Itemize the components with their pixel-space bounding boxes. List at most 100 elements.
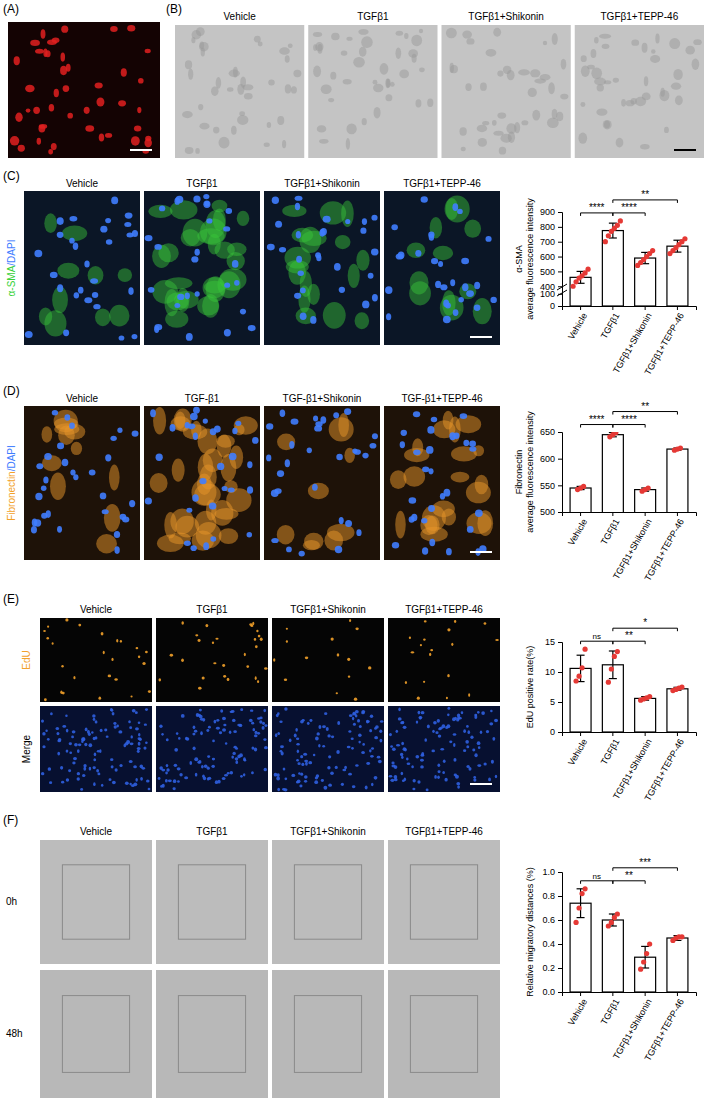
cell — [181, 659, 184, 662]
cell — [460, 413, 468, 419]
x-tick-mark — [645, 992, 646, 996]
cell — [140, 777, 143, 781]
y-tick: 400 — [540, 282, 562, 292]
cell — [106, 239, 113, 245]
cell — [452, 717, 456, 721]
cell — [315, 252, 321, 258]
cell — [580, 102, 585, 107]
cell — [359, 47, 367, 57]
cell — [307, 447, 312, 453]
cell — [354, 697, 357, 700]
x-tick: TGFβ1 — [599, 512, 622, 547]
cell — [193, 407, 200, 414]
x-tick: TGFβ1 — [599, 306, 622, 341]
bar — [667, 246, 688, 306]
cell — [493, 131, 503, 136]
cell — [313, 754, 316, 757]
cell — [346, 123, 356, 134]
data-point — [618, 218, 623, 223]
cell — [89, 743, 93, 747]
cell — [161, 769, 165, 772]
cell — [299, 784, 302, 787]
x-tick: TGFβ1+TEPP-46 — [642, 306, 686, 377]
cell — [189, 761, 192, 765]
cell — [271, 538, 279, 543]
y-tick-mark — [558, 459, 562, 460]
chart: 0100400500600700800900VehicleTGFβ1TGFβ1+… — [514, 189, 697, 377]
cell — [280, 410, 286, 418]
cell — [398, 717, 402, 720]
cell — [84, 743, 87, 747]
data-point — [570, 284, 575, 289]
cell — [98, 696, 101, 699]
cell — [120, 640, 122, 643]
y-tick-label: 0.6 — [542, 915, 555, 925]
cell — [405, 681, 407, 684]
cell — [482, 121, 489, 125]
error-bar — [577, 655, 585, 681]
y-tick-mark — [558, 872, 562, 873]
cell — [200, 41, 204, 49]
y-tick-mark — [558, 732, 562, 733]
cell — [232, 260, 239, 268]
cell — [56, 727, 60, 730]
cell — [540, 74, 551, 81]
cell — [315, 737, 319, 741]
column-header: TGFβ1 — [357, 11, 389, 22]
cell — [41, 29, 46, 39]
micrograph — [156, 618, 268, 702]
y-tick: 600 — [540, 252, 562, 262]
cell — [247, 486, 253, 494]
micrograph — [272, 706, 384, 792]
data-point — [613, 432, 618, 435]
panel-label: (A) — [3, 2, 19, 16]
cell — [202, 294, 219, 318]
cell — [455, 775, 459, 779]
cell — [454, 620, 456, 623]
y-tick: 800 — [540, 222, 562, 232]
cell — [297, 779, 301, 783]
cell — [235, 747, 238, 749]
y-axis: 0.00.20.40.60.81.0 — [542, 867, 562, 997]
cell — [111, 197, 118, 205]
y-tick-mark — [558, 227, 562, 228]
cell — [591, 68, 602, 79]
cell — [159, 725, 162, 728]
cell — [642, 93, 651, 101]
error-cap — [577, 917, 585, 918]
cell — [42, 745, 45, 748]
y-tick: 5 — [550, 697, 562, 707]
cell — [172, 458, 185, 481]
x-tick-mark — [645, 732, 646, 736]
cell — [105, 454, 111, 461]
significance-label: * — [643, 617, 647, 628]
significance-label: **** — [589, 202, 605, 213]
data-point — [615, 223, 620, 228]
cell — [133, 782, 137, 786]
column-header: Vehicle — [80, 604, 113, 615]
cell — [400, 722, 404, 725]
cell — [225, 208, 232, 214]
cell — [295, 728, 297, 732]
cell — [421, 752, 424, 756]
cell — [158, 777, 161, 780]
cell — [474, 305, 481, 311]
cell — [457, 714, 460, 718]
cell — [304, 780, 307, 783]
cell — [206, 729, 209, 732]
cell — [296, 738, 299, 740]
cell — [266, 423, 273, 430]
cell — [73, 243, 78, 250]
x-tick-label: TGFβ1+TEPP-46 — [642, 517, 686, 583]
x-tick-label: TGFβ1 — [599, 997, 622, 1026]
cell — [449, 740, 452, 743]
cell — [308, 761, 312, 764]
cell — [246, 665, 249, 668]
cell — [296, 759, 299, 761]
cell — [195, 634, 198, 636]
y-tick: 700 — [540, 237, 562, 247]
cell — [183, 219, 208, 247]
cell — [74, 743, 78, 746]
cell — [31, 526, 37, 534]
cell — [105, 133, 112, 138]
